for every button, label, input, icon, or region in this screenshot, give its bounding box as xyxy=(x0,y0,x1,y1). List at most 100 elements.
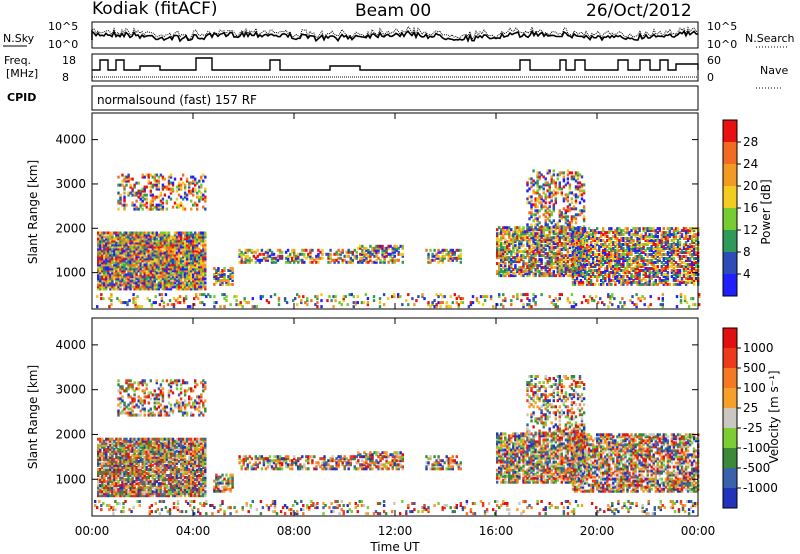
scatter-cell xyxy=(540,274,543,278)
scatter-cell xyxy=(606,231,609,235)
scatter-cell xyxy=(276,258,280,262)
scatter-cell xyxy=(573,237,577,240)
scatter-cell xyxy=(502,234,505,238)
scatter-cell xyxy=(153,251,156,255)
scatter-cell xyxy=(183,247,187,251)
scatter-cell xyxy=(185,179,189,183)
scatter-cell xyxy=(151,277,154,281)
scatter-cell xyxy=(600,271,603,274)
scatter-cell xyxy=(672,235,676,238)
scatter-cell xyxy=(587,227,591,231)
scatter-cell xyxy=(508,264,511,268)
scatter-cell xyxy=(562,246,566,250)
scatter-cell xyxy=(204,235,207,239)
scatter-cell xyxy=(630,282,633,286)
scatter-cell xyxy=(125,241,128,245)
scatter-cell xyxy=(188,243,191,247)
scatter-cell xyxy=(192,273,195,277)
scatter-cell xyxy=(133,253,136,257)
scatter-cell xyxy=(550,211,553,215)
scatter-cell xyxy=(192,251,195,255)
scatter-cell xyxy=(573,267,577,270)
scatter-cell xyxy=(111,269,114,273)
scatter-cell xyxy=(270,252,274,256)
scatter-cell xyxy=(163,269,167,273)
scatter-cell xyxy=(153,253,156,257)
scatter-cell xyxy=(678,282,682,286)
scatter-cell xyxy=(143,283,146,287)
scatter-cell xyxy=(534,223,537,227)
scatter-cell xyxy=(143,277,146,281)
scatter-cell xyxy=(581,280,585,284)
scatter-cell xyxy=(129,263,132,267)
scatter-cell xyxy=(528,299,531,303)
scatter-cell xyxy=(256,254,259,258)
scatter-cell xyxy=(137,243,140,247)
scatter-cell xyxy=(173,285,177,289)
scatter-cell xyxy=(622,279,625,282)
scatter-cell xyxy=(173,271,177,275)
scatter-cell xyxy=(171,263,175,267)
scatter-cell xyxy=(190,269,193,273)
scatter-cell xyxy=(135,257,138,261)
scatter-cell xyxy=(173,237,177,241)
scatter-cell xyxy=(606,245,609,248)
scatter-cell xyxy=(636,273,639,276)
scatter-cell xyxy=(179,239,183,243)
scatter-cell xyxy=(506,246,509,250)
scatter-cell xyxy=(103,267,106,271)
colorbar-swatch xyxy=(723,208,737,230)
scatter-cell xyxy=(585,245,589,248)
scatter-cell xyxy=(666,271,670,274)
scatter-cell xyxy=(115,233,118,237)
scatter-cell xyxy=(504,230,507,234)
scatter-cell xyxy=(131,285,134,289)
scatter-cell xyxy=(504,264,507,268)
scatter-cell xyxy=(105,283,108,287)
scatter-cell xyxy=(449,258,452,262)
scatter-cell xyxy=(568,171,572,175)
scatter-cell xyxy=(185,237,189,241)
scatter-cell xyxy=(692,251,696,254)
scatter-cell xyxy=(192,257,195,261)
scatter-cell xyxy=(575,279,579,282)
scatter-cell xyxy=(105,443,108,447)
scatter-cell xyxy=(153,283,156,287)
scatter-cell xyxy=(155,253,158,257)
scatter-cell xyxy=(347,250,350,254)
scatter-cell xyxy=(103,466,106,469)
scatter-cell xyxy=(564,272,568,276)
scatter-cell xyxy=(612,269,615,272)
scatter-cell xyxy=(171,181,175,185)
scatter-cell xyxy=(670,249,674,252)
scatter-cell xyxy=(179,243,183,247)
scatter-cell xyxy=(504,274,507,278)
scatter-cell xyxy=(562,207,566,211)
scatter-cell xyxy=(674,247,678,250)
scatter-cell xyxy=(510,238,513,242)
scatter-cell xyxy=(137,265,140,269)
scatter-cell xyxy=(204,255,207,259)
scatter-cell xyxy=(564,238,568,242)
scatter-cell xyxy=(365,248,368,252)
scatter-cell xyxy=(139,275,142,279)
scatter-cell xyxy=(608,282,611,286)
scatter-cell xyxy=(385,248,388,252)
scatter-cell xyxy=(634,227,637,231)
scatter-cell xyxy=(127,191,130,195)
scatter-cell xyxy=(196,259,199,263)
scatter-cell xyxy=(123,205,126,209)
scatter-cell xyxy=(568,240,572,244)
scatter-cell xyxy=(542,226,545,230)
scatter-cell xyxy=(532,236,535,240)
scatter-cell xyxy=(182,297,186,301)
scatter-cell xyxy=(604,261,607,264)
scatter-cell xyxy=(147,207,150,211)
scatter-cell xyxy=(666,265,670,268)
scatter-cell xyxy=(359,246,362,250)
scatter-cell xyxy=(554,199,557,203)
scatter-cell xyxy=(568,203,572,207)
scatter-cell xyxy=(169,287,173,291)
scatter-cell xyxy=(113,287,116,291)
scatter-cell xyxy=(654,282,657,286)
